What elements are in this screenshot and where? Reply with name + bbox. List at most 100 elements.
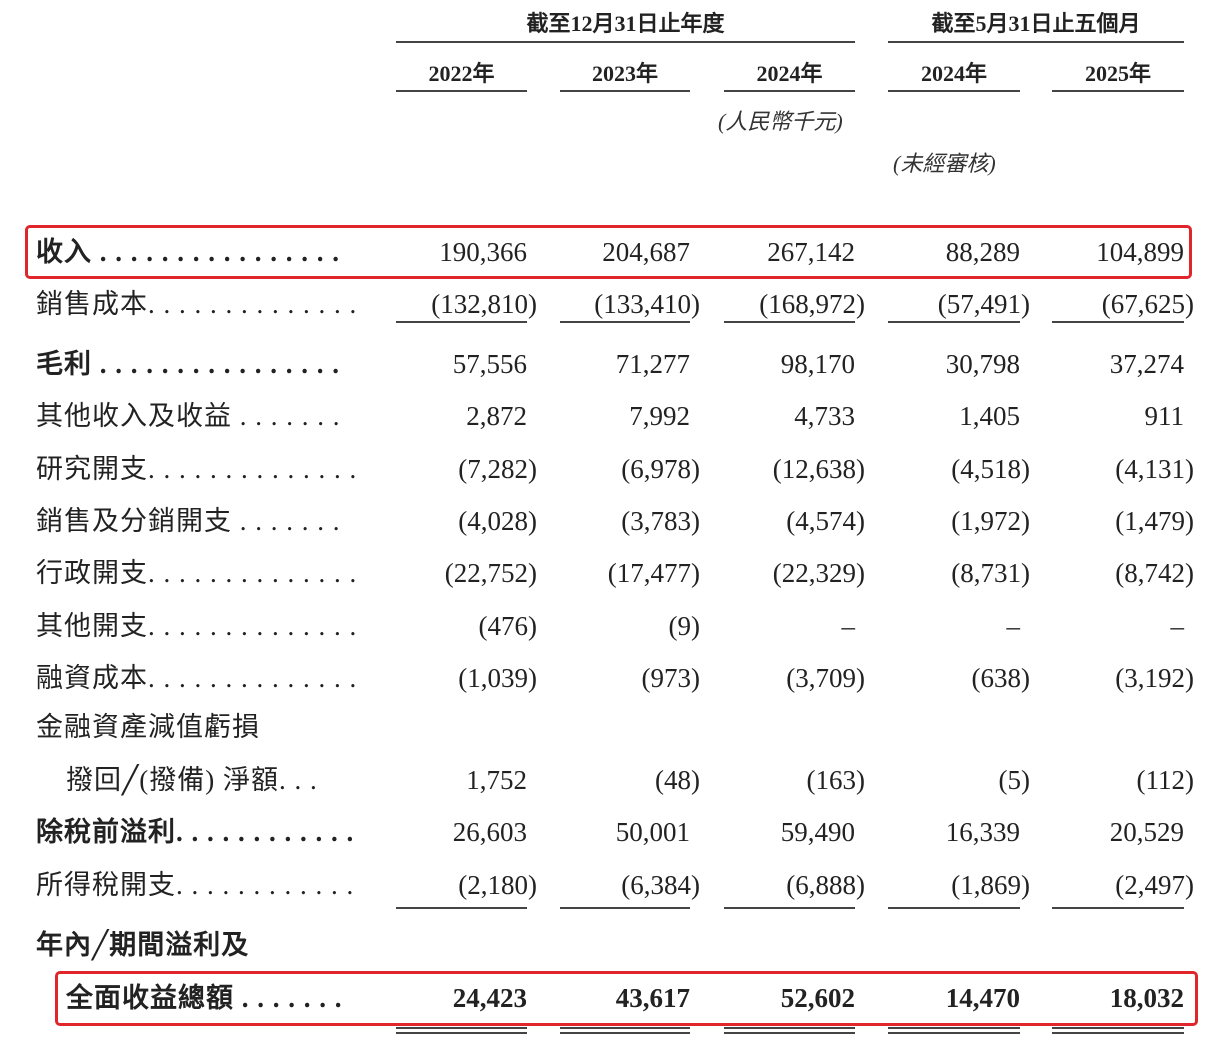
highlight-box-total-comprehensive-income (55, 971, 1198, 1026)
unaudited-note: (未經審核) (893, 151, 996, 176)
total-double-rule (888, 1027, 1020, 1029)
row-label: 年內╱期間溢利及 (36, 930, 250, 960)
value-cell: (48) (655, 765, 700, 795)
table-row: 其他收入及收益 . . . . . . . 2,872 7,992 4,733 1,40… (0, 396, 1210, 436)
total-double-rule (1052, 1032, 1184, 1034)
total-double-rule (724, 1032, 855, 1034)
value-cell: (1,869) (951, 870, 1030, 900)
table-row: 研究開支. . . . . . . . . . . . . . (7,282) (6… (0, 449, 1210, 489)
value-cell: (638) (971, 663, 1030, 693)
total-double-rule (1052, 1027, 1184, 1029)
subtotal-rule (724, 321, 855, 323)
value-cell: (57,491) (937, 289, 1030, 319)
value-cell: 20,529 (1109, 817, 1184, 847)
value-cell: (8,731) (951, 558, 1030, 588)
row-label: 其他開支. . . . . . . . . . . . . . (36, 611, 358, 641)
value-cell: (2,497) (1115, 870, 1194, 900)
value-cell: (163) (806, 765, 865, 795)
value-cell: – (841, 611, 856, 641)
value-cell: (168,972) (759, 289, 865, 319)
total-double-rule (396, 1027, 527, 1029)
value-cell: (476) (478, 611, 537, 641)
value-cell: (4,574) (786, 506, 865, 536)
row-label: 所得稅開支. . . . . . . . . . . . (36, 870, 355, 900)
value-cell: (133,410) (594, 289, 700, 319)
currency-note: (人民幣千元) (718, 109, 843, 134)
table-row: 撥回╱(撥備) 淨額. . . 1,752 (48) (163) (5) (112) (0, 760, 1210, 800)
value-cell: (3,709) (786, 663, 865, 693)
value-cell: (17,477) (607, 558, 700, 588)
row-label: 毛利 . . . . . . . . . . . . . . . . (36, 349, 340, 379)
row-label: 研究開支. . . . . . . . . . . . . . (36, 454, 358, 484)
value-cell: 24,423 (452, 983, 527, 1013)
year-header-rule (888, 90, 1020, 92)
table-row: 所得稅開支. . . . . . . . . . . . (2,180) (6,38… (0, 865, 1210, 905)
value-cell: (4,518) (951, 454, 1030, 484)
value-cell: 57,556 (452, 349, 527, 379)
value-cell: (1,972) (951, 506, 1030, 536)
value-cell: (7,282) (458, 454, 537, 484)
table-row: 融資成本. . . . . . . . . . . . . . (1,039) (9… (0, 658, 1210, 698)
value-cell: (1,479) (1115, 506, 1194, 536)
row-label: 其他收入及收益 . . . . . . . (36, 401, 341, 431)
value-cell: (3,192) (1115, 663, 1194, 693)
table-row: 全面收益總額 . . . . . . . 24,423 43,617 52,602 14… (0, 978, 1210, 1018)
table-row: 年內╱期間溢利及 (0, 925, 1210, 965)
table-row: 行政開支. . . . . . . . . . . . . . (22,752) (… (0, 553, 1210, 593)
value-cell: 71,277 (615, 349, 690, 379)
value-cell: (6,888) (786, 870, 865, 900)
value-cell: 37,274 (1109, 349, 1184, 379)
value-cell: (4,131) (1115, 454, 1194, 484)
value-cell: (9) (668, 611, 700, 641)
value-cell: (67,625) (1101, 289, 1194, 319)
value-cell: 14,470 (945, 983, 1020, 1013)
value-cell: (1,039) (458, 663, 537, 693)
value-cell: 52,602 (780, 983, 855, 1013)
value-cell: (22,752) (444, 558, 537, 588)
value-cell: 59,490 (780, 817, 855, 847)
value-cell: 16,339 (945, 817, 1020, 847)
value-cell: 190,366 (439, 237, 527, 267)
row-label: 收入 . . . . . . . . . . . . . . . . (36, 237, 340, 267)
value-cell: 1,405 (959, 401, 1020, 431)
table-row: 金融資產減值虧損 (0, 707, 1210, 747)
value-cell: 2,872 (466, 401, 527, 431)
total-double-rule (888, 1032, 1020, 1034)
value-cell: 4,733 (794, 401, 855, 431)
value-cell: (12,638) (772, 454, 865, 484)
value-cell: (8,742) (1115, 558, 1194, 588)
table-row: 其他開支. . . . . . . . . . . . . . (476) (9) –… (0, 606, 1210, 646)
value-cell: 98,170 (780, 349, 855, 379)
table-row: 除稅前溢利. . . . . . . . . . . . 26,603 50,001… (0, 812, 1210, 852)
value-cell: (132,810) (431, 289, 537, 319)
row-label: 撥回╱(撥備) 淨額. . . (66, 765, 318, 795)
value-cell: 50,001 (615, 817, 690, 847)
row-label: 全面收益總額 . . . . . . . (66, 983, 343, 1013)
value-cell: 7,992 (629, 401, 690, 431)
value-cell: 1,752 (466, 765, 527, 795)
value-cell: (6,978) (621, 454, 700, 484)
subtotal-rule (724, 907, 855, 909)
total-double-rule (396, 1032, 527, 1034)
total-double-rule (560, 1032, 690, 1034)
subtotal-rule (560, 907, 690, 909)
value-cell: – (1006, 611, 1021, 641)
total-double-rule (724, 1027, 855, 1029)
row-label: 銷售成本. . . . . . . . . . . . . . (36, 289, 358, 319)
value-cell: – (1170, 611, 1185, 641)
row-label: 金融資產減值虧損 (36, 712, 260, 742)
row-label: 除稅前溢利. . . . . . . . . . . . (36, 817, 355, 847)
header-period-group: 截至5月31日止五個月 (931, 11, 1141, 36)
value-cell: 104,899 (1096, 237, 1184, 267)
year-header: 2024年 (756, 61, 823, 86)
year-header: 2025年 (1084, 61, 1151, 86)
value-cell: (22,329) (772, 558, 865, 588)
value-cell: (973) (641, 663, 700, 693)
subtotal-rule (888, 321, 1020, 323)
value-cell: (112) (1136, 765, 1194, 795)
year-header-rule (396, 90, 527, 92)
year-header-rule (560, 90, 690, 92)
highlight-box-revenue (25, 225, 1192, 279)
value-cell: 18,032 (1109, 983, 1184, 1013)
table-row: 毛利 . . . . . . . . . . . . . . . . 57,556… (0, 344, 1210, 384)
